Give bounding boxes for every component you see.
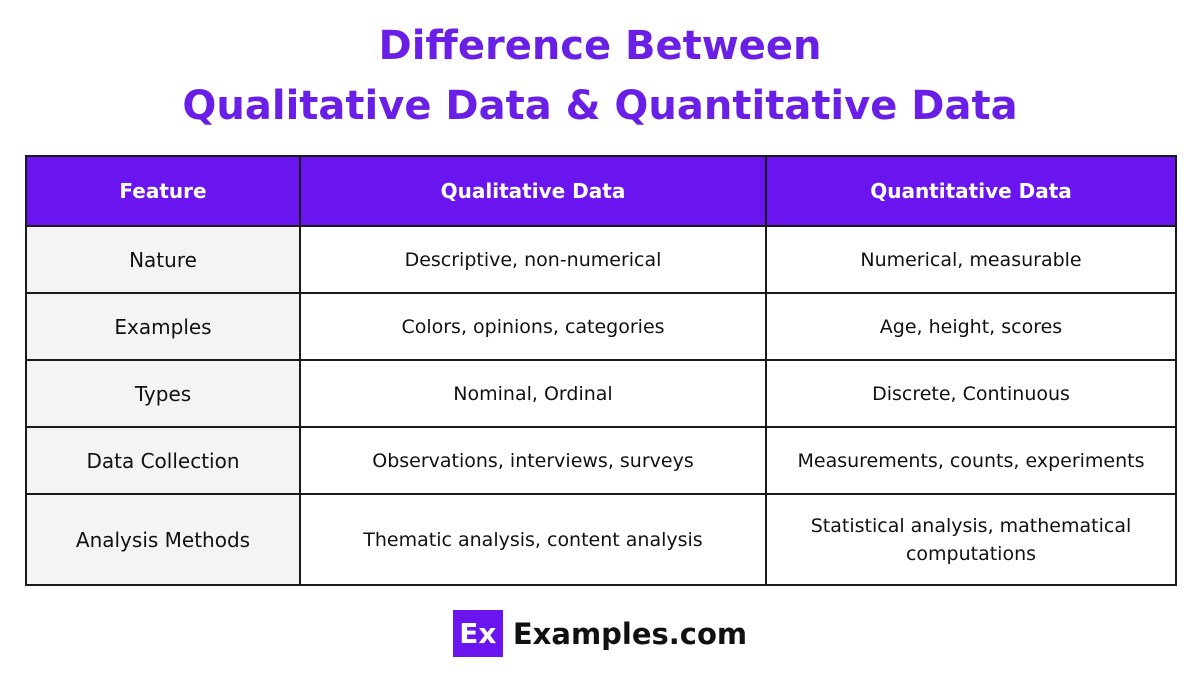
table-cell: Measurements, counts, experiments (765, 426, 1177, 495)
header-row: Feature Qualitative Data Quantitative Data (25, 155, 1177, 227)
table-cell: Colors, opinions, categories (299, 292, 767, 361)
table-cell: Age, height, scores (765, 292, 1177, 361)
table-row: Analysis Methods Thematic analysis, conte… (25, 493, 1177, 586)
table-cell: Thematic analysis, content analysis (299, 493, 767, 586)
title: Difference Between Qualitative Data & Qu… (0, 16, 1200, 136)
logo: Ex (452, 610, 503, 657)
feature-cell: Analysis Methods (25, 493, 301, 586)
table-row: Examples Colors, opinions, categories Age,… (25, 292, 1177, 361)
site-name: Examples.com (512, 616, 748, 651)
table-cell: Numerical, measurable (765, 225, 1177, 294)
column-header: Feature (25, 155, 301, 227)
table-body: Nature Descriptive, non-numerical Numerica… (25, 225, 1177, 586)
title-line: Difference Between (378, 23, 822, 69)
footer: Ex Examples.com (0, 610, 1200, 657)
table-cell: Observations, interviews, surveys (299, 426, 767, 495)
table-row: Types Nominal, Ordinal Discrete, Continuou… (25, 359, 1177, 428)
feature-cell: Types (25, 359, 301, 428)
comparison-table: Feature Qualitative Data Quantitative Data… (25, 155, 1177, 586)
table-row: Data Collection Observations, interviews,… (25, 426, 1177, 495)
column-header: Qualitative Data (299, 155, 767, 227)
table-cell: Discrete, Continuous (765, 359, 1177, 428)
feature-cell: Examples (25, 292, 301, 361)
table-row: Nature Descriptive, non-numerical Numerica… (25, 225, 1177, 294)
column-header: Quantitative Data (765, 155, 1177, 227)
table-cell: Nominal, Ordinal (299, 359, 767, 428)
title-line: Qualitative Data & Quantitative Data (182, 83, 1018, 129)
feature-cell: Nature (25, 225, 301, 294)
feature-cell: Data Collection (25, 426, 301, 495)
table-cell: Descriptive, non-numerical (299, 225, 767, 294)
table-cell: Statistical analysis, mathematical compu… (765, 493, 1177, 586)
